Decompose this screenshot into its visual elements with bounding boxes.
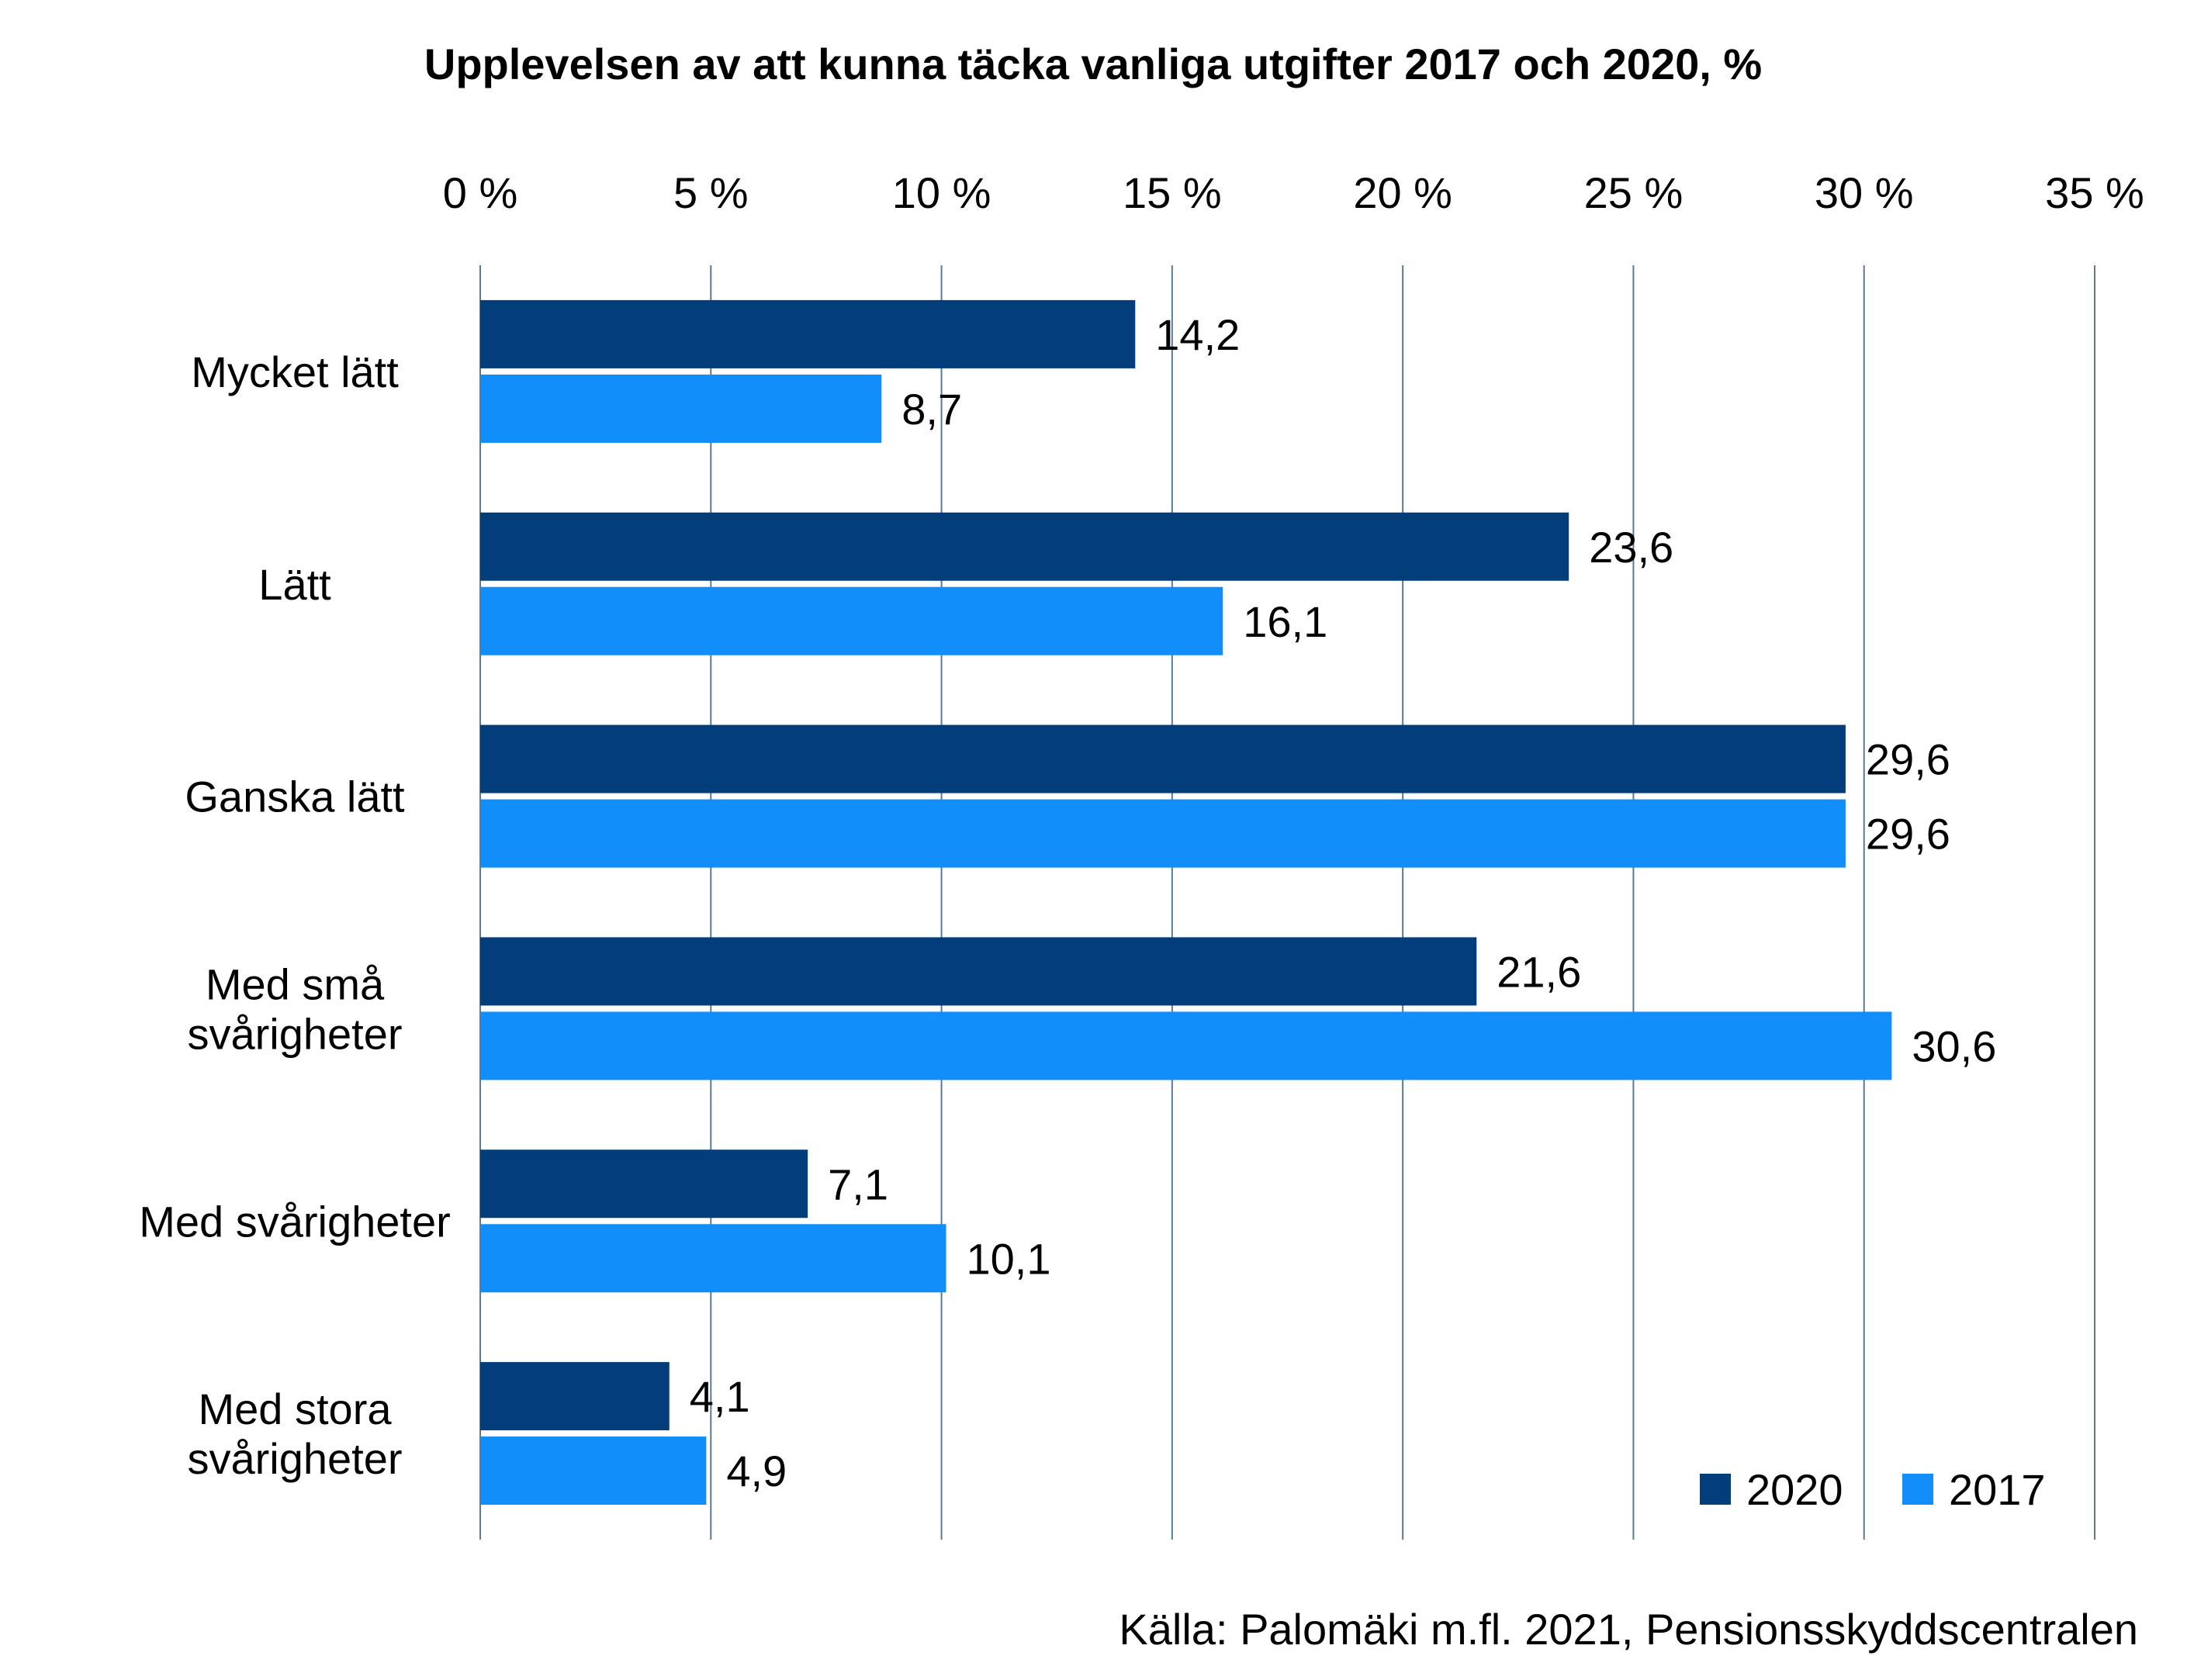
- category-labels: Mycket lätt Lätt Ganska lätt Med små svårigh…: [139, 347, 451, 1483]
- bar-2020: [480, 937, 1477, 1006]
- chart-title: Upplevelsen av att kunna täcka vanliga u…: [424, 40, 1762, 88]
- x-tick-label: 20 %: [1353, 168, 1452, 217]
- data-label: 7,1: [828, 1160, 888, 1208]
- x-tick-label: 0 %: [443, 168, 518, 217]
- source-note: Källa: Palomäki m.fl. 2021, Pensionsskyd…: [1119, 1605, 2138, 1654]
- data-label: 10,1: [967, 1234, 1051, 1283]
- legend: 2020 2017: [1700, 1465, 2046, 1514]
- x-tick-label: 10 %: [892, 168, 991, 217]
- bar-2017: [480, 586, 1223, 655]
- category-label: Lätt: [258, 560, 331, 609]
- category-label: Ganska lätt: [185, 773, 405, 821]
- bar-2020: [480, 1149, 808, 1219]
- category-label: Med stora svårigheter: [187, 1384, 402, 1483]
- x-tick-label: 35 %: [2045, 168, 2144, 217]
- legend-label-2020: 2020: [1746, 1465, 1843, 1514]
- bars: 14,2 8,7 23,6 16,1 29,6 29,6 21,6 30,6 7,1 10,1 4,…: [480, 299, 1996, 1505]
- bar-2020: [480, 1362, 670, 1431]
- data-label: 14,2: [1155, 310, 1240, 359]
- bar-2017: [480, 1011, 1892, 1080]
- gridlines: [479, 265, 2095, 1540]
- bar-2017: [480, 1224, 946, 1293]
- data-label: 4,1: [690, 1372, 750, 1421]
- bar-2020: [480, 299, 1136, 368]
- x-axis-ticks: 0 % 5 % 10 % 15 % 20 % 25 % 30 % 35 %: [443, 168, 2144, 217]
- data-label: 16,1: [1243, 597, 1327, 646]
- bar-2020: [480, 724, 1846, 793]
- bar-2017: [480, 374, 882, 443]
- bar-2020: [480, 512, 1569, 581]
- legend-label-2017: 2017: [1949, 1465, 2046, 1514]
- x-tick-label: 15 %: [1123, 168, 1222, 217]
- data-label: 23,6: [1589, 523, 1673, 572]
- data-label: 30,6: [1912, 1021, 1996, 1070]
- legend-swatch-2017: [1902, 1474, 1933, 1505]
- data-label: 29,6: [1866, 810, 1950, 859]
- x-tick-label: 25 %: [1584, 168, 1684, 217]
- category-label: Med svårigheter: [139, 1197, 451, 1246]
- x-tick-label: 30 %: [1815, 168, 1914, 217]
- data-label: 4,9: [726, 1447, 787, 1495]
- legend-swatch-2020: [1700, 1474, 1731, 1505]
- x-tick-label: 5 %: [673, 168, 749, 217]
- category-label: Mycket lätt: [191, 347, 399, 396]
- data-label: 29,6: [1866, 735, 1950, 784]
- data-label: 8,7: [901, 385, 962, 434]
- data-label: 21,6: [1497, 947, 1581, 996]
- bar-2017: [480, 799, 1846, 868]
- bar-2017: [480, 1436, 707, 1505]
- category-label: Med små svårigheter: [187, 959, 402, 1058]
